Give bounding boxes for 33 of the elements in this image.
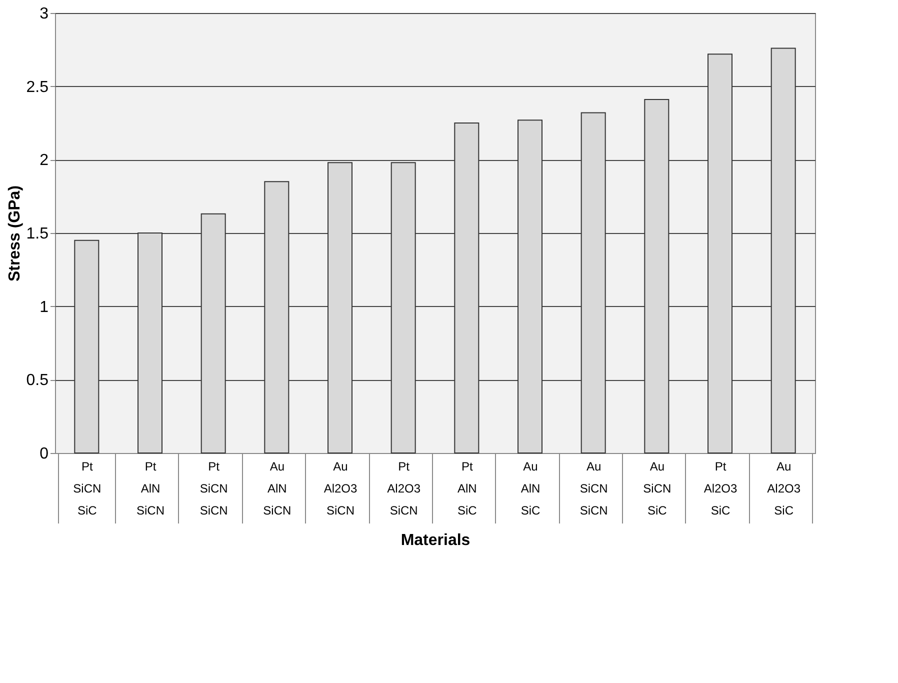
x-tick-label: Pt SiCN SiC	[73, 460, 102, 518]
bar	[264, 181, 290, 454]
x-tick-label: Au Al2O3 SiC	[767, 460, 801, 518]
bar	[580, 112, 606, 454]
x-tick-label: Pt AlN SiC	[457, 460, 478, 518]
bar	[138, 232, 162, 454]
y-tick-label: 2	[40, 152, 49, 170]
x-tick-label: Pt Al2O3 SiC	[704, 460, 738, 518]
x-tick-label: Au AlN SiC	[520, 460, 540, 518]
bar	[74, 240, 100, 454]
x-tick-label: Au AlN SiCN	[263, 460, 292, 518]
bar	[518, 120, 542, 454]
x-tick-label: Au SiCN SiCN	[580, 460, 608, 518]
bar	[454, 122, 480, 454]
x-tick-label: Pt SiCN SiCN	[200, 460, 228, 518]
y-tick-label: 1	[40, 298, 49, 316]
bar	[644, 99, 670, 454]
bar	[200, 213, 226, 454]
bar	[328, 162, 352, 454]
y-tick-label: 2.5	[26, 78, 49, 96]
y-tick-label: 0	[40, 446, 49, 462]
y-axis-title: Stress (GPa)	[6, 185, 24, 282]
y-tick-label: 1.5	[26, 226, 49, 242]
y-tick-label: 3	[40, 6, 49, 22]
x-tick-label: Au SiCN SiC	[643, 460, 672, 518]
bar	[770, 48, 796, 454]
x-axis-title: Materials	[400, 532, 470, 549]
x-tick-label: Pt Al2O3 SiCN	[387, 460, 421, 518]
bar	[390, 162, 416, 454]
y-tick-label: 0.5	[26, 372, 49, 390]
x-tick-label: Au Al2O3 SiCN	[324, 460, 358, 518]
bar	[708, 54, 732, 454]
x-tick-label: Pt AlN SiCN	[136, 460, 165, 518]
